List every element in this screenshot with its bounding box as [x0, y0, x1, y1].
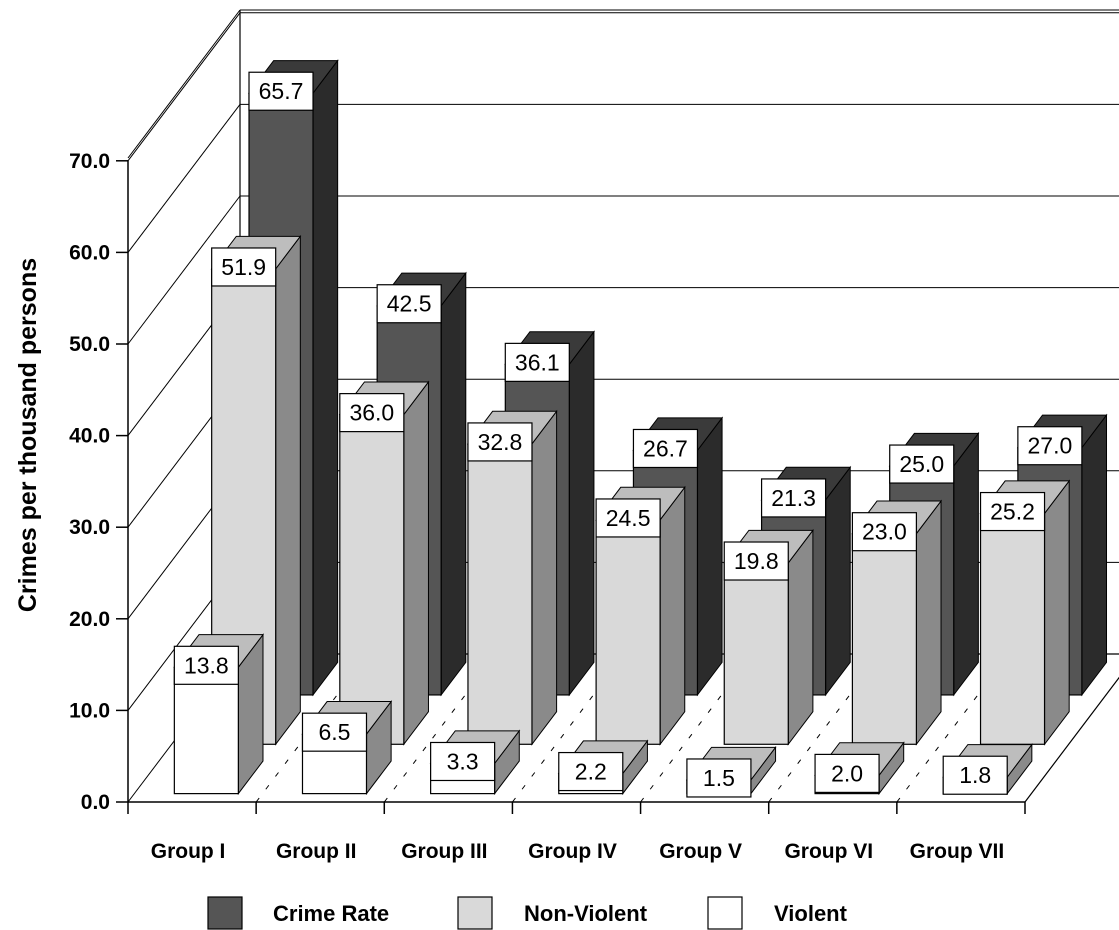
y-tick-label: 0.0	[81, 791, 110, 814]
bar-side-face	[915, 499, 942, 746]
gridline-side	[127, 195, 241, 345]
data-label-box	[723, 541, 789, 581]
bar	[595, 519, 661, 745]
legend-label: Crime Rate	[273, 901, 389, 926]
bar	[851, 532, 917, 745]
data-label-box	[339, 393, 405, 433]
data-label: 42.5	[387, 291, 432, 317]
legend-swatch	[457, 896, 493, 930]
data-label: 6.5	[318, 719, 350, 745]
data-label: 36.0	[349, 400, 394, 426]
x-tick-label: Group II	[276, 840, 357, 863]
bar	[979, 512, 1046, 745]
bars: 65.7 42.5 36.1 26.7 21.3 25.0 27.0 51.9 36.0 32.8…	[173, 59, 1108, 798]
bar	[173, 666, 239, 795]
bar-side-face	[568, 330, 595, 697]
data-label-box	[467, 422, 533, 462]
bar	[723, 562, 789, 745]
data-label-box	[632, 428, 699, 469]
x-tick-label: Group VI	[784, 840, 873, 863]
data-label: 51.9	[221, 254, 266, 280]
data-label-box	[814, 753, 880, 793]
data-label: 24.5	[606, 505, 651, 531]
data-label: 65.7	[259, 78, 304, 104]
data-label: 2.0	[831, 760, 863, 786]
y-tick-label: 70.0	[69, 150, 110, 173]
data-label: 21.3	[771, 485, 816, 511]
legend-label: Non-Violent	[524, 901, 648, 926]
data-label: 13.8	[184, 652, 229, 678]
data-label: 2.2	[575, 759, 607, 785]
legend: Crime Rate Non-Violent Violent	[207, 896, 848, 930]
data-label-box	[851, 512, 917, 552]
bar	[339, 413, 405, 745]
data-label-box	[301, 712, 368, 752]
y-tick-label: 10.0	[69, 699, 110, 722]
data-label-box	[889, 444, 955, 484]
data-label: 25.0	[899, 451, 944, 477]
bar-side-face	[1044, 479, 1070, 746]
y-tick-label: 60.0	[69, 241, 110, 264]
bar-side-face	[312, 59, 339, 697]
x-tick-label: Group III	[401, 840, 487, 863]
data-label: 26.7	[643, 435, 688, 461]
legend-label: Violent	[774, 901, 848, 926]
floor-right-edge	[1024, 676, 1119, 803]
bar-side-face	[440, 271, 467, 697]
side-wall-top-edge	[127, 9, 241, 159]
y-tick-label: 30.0	[69, 516, 110, 539]
bar-side-face	[953, 431, 979, 697]
data-label-box	[376, 284, 442, 324]
bar-side-face	[825, 465, 851, 697]
gridline-side	[127, 104, 241, 253]
data-label: 1.8	[959, 762, 991, 788]
bar	[467, 443, 533, 745]
data-label-box	[595, 498, 661, 538]
x-tick-label: Group V	[659, 840, 742, 863]
gridline-side	[127, 12, 241, 162]
bar-side-face	[659, 485, 686, 746]
data-label-box	[979, 491, 1046, 532]
data-label-box	[686, 758, 752, 798]
data-label: 36.1	[515, 349, 560, 375]
data-label-box	[248, 71, 314, 111]
data-label-box	[430, 741, 496, 782]
data-label: 1.5	[703, 765, 735, 791]
x-tick-label: Group I	[151, 840, 226, 863]
data-label-box	[558, 751, 624, 792]
bar-side-face	[275, 234, 301, 746]
data-label-box	[760, 478, 827, 518]
bar-side-face	[696, 416, 723, 697]
y-tick-label: 20.0	[69, 608, 110, 631]
legend-swatch	[207, 896, 243, 930]
x-tick-label: Group VII	[910, 840, 1005, 863]
data-label: 27.0	[1027, 433, 1072, 459]
y-tick-label: 50.0	[69, 333, 110, 356]
data-label-box	[1017, 426, 1083, 466]
data-label: 3.3	[447, 748, 479, 774]
data-label-box	[211, 247, 277, 287]
y-tick-label: 40.0	[69, 425, 110, 448]
data-label-box	[504, 342, 570, 382]
bar-side-face	[1081, 413, 1108, 697]
data-label: 23.0	[862, 519, 907, 545]
data-label-box	[173, 645, 239, 685]
data-label-box	[942, 755, 1008, 795]
data-label: 32.8	[478, 429, 523, 455]
data-label: 19.8	[734, 548, 779, 574]
legend-swatch	[707, 896, 743, 930]
bar-side-face	[787, 528, 814, 746]
x-tick-label: Group IV	[528, 840, 617, 863]
x-axis: Group I Group II Group III Group IV Group V G…	[127, 802, 1026, 863]
bar-side-face	[403, 380, 429, 746]
data-label: 25.2	[990, 499, 1035, 525]
bar-side-face	[531, 409, 558, 746]
chart-floor	[128, 653, 1119, 803]
y-axis-label: Crimes per thousand persons	[14, 258, 42, 612]
y-axis: 0.0 10.0 20.0 30.0 40.0 50.0 60.0 70.0	[69, 150, 128, 814]
